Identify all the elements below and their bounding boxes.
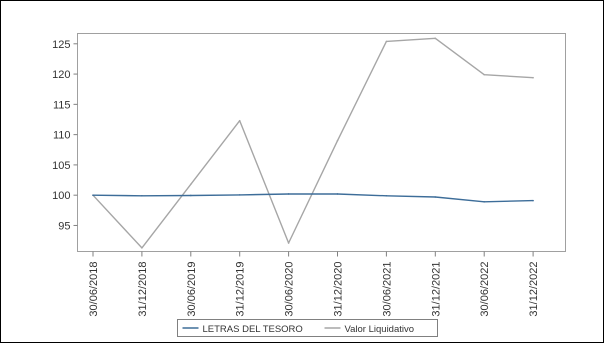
data-point: [532, 76, 534, 79]
data-point: [385, 40, 388, 43]
x-tick-label: 30/06/2021: [381, 262, 393, 317]
y-axis: 95 100 105 110 115 120 125: [52, 39, 78, 232]
x-tick-label: 31/12/2022: [528, 262, 540, 317]
x-axis: 30/06/2018 31/12/2018 30/06/2019 31/12/2019…: [88, 251, 540, 317]
data-point: [483, 73, 486, 76]
data-point: [336, 193, 339, 195]
y-tick-label: 115: [53, 99, 71, 111]
y-tick-label: 100: [52, 190, 70, 202]
x-tick-label: 31/12/2020: [333, 262, 345, 317]
data-point: [238, 194, 241, 196]
y-tick-label: 125: [52, 39, 70, 51]
data-point: [434, 196, 437, 198]
series-lines: [92, 37, 534, 249]
legend-label: Valor Liquidativo: [345, 324, 415, 335]
data-point: [385, 194, 388, 197]
data-point: [190, 194, 192, 197]
series-line-0: [92, 193, 534, 203]
data-point: [336, 139, 339, 142]
x-tick-label: 30/06/2022: [479, 262, 491, 317]
data-point: [238, 119, 241, 122]
data-point: [532, 199, 534, 202]
x-tick-label: 30/06/2019: [186, 262, 198, 317]
x-tick-label: 31/12/2018: [137, 262, 149, 317]
data-point: [434, 37, 437, 40]
x-tick-label: 31/12/2021: [430, 262, 442, 317]
data-point: [287, 242, 290, 244]
legend-box: [177, 319, 438, 337]
data-point: [92, 194, 94, 196]
data-point: [287, 193, 290, 195]
y-tick-label: 105: [52, 160, 70, 172]
legend-label: LETRAS DEL TESORO: [203, 324, 303, 335]
data-point: [190, 183, 192, 186]
x-tick-label: 31/12/2019: [235, 262, 247, 317]
y-tick-label: 95: [58, 220, 70, 232]
x-tick-label: 30/06/2020: [284, 262, 296, 317]
x-tick-label: 30/06/2018: [88, 262, 100, 317]
plot-area: [77, 33, 566, 252]
data-point: [483, 201, 486, 203]
y-tick-label: 110: [53, 130, 71, 142]
series-line-1: [92, 37, 534, 249]
data-point: [141, 194, 143, 197]
y-tick-label: 120: [52, 69, 70, 81]
legend: LETRAS DEL TESORO Valor Liquidativo: [177, 319, 438, 337]
data-point: [141, 247, 143, 249]
